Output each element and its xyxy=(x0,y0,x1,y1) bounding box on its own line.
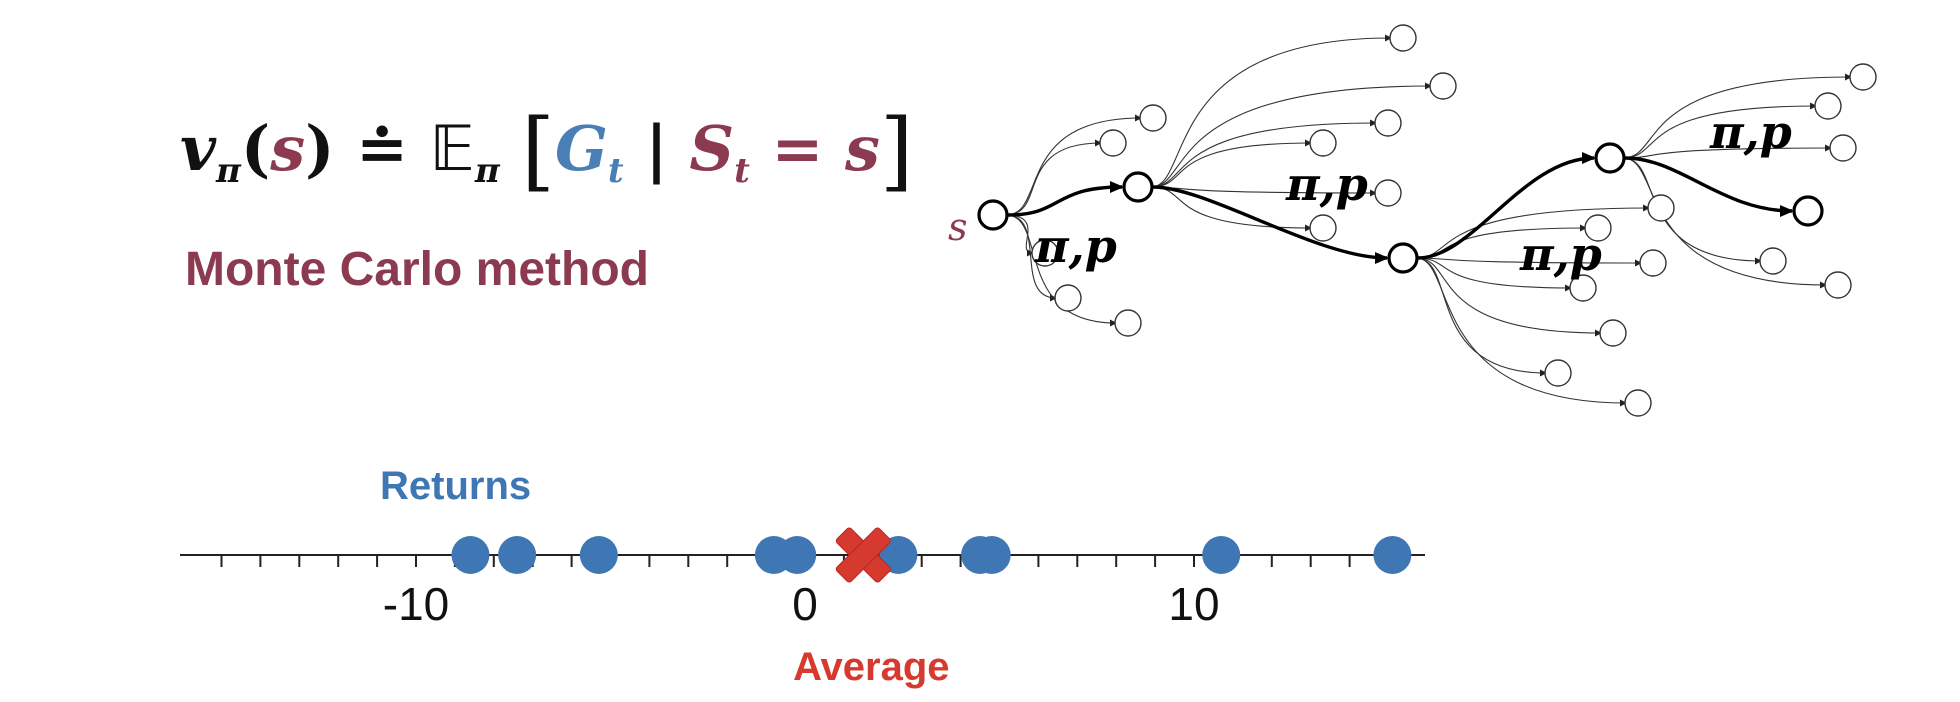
formula-G: G xyxy=(554,112,608,185)
leaf-state-node xyxy=(1309,129,1337,157)
formula-S: S xyxy=(689,112,735,185)
formula-pi-subscript: π xyxy=(216,151,241,191)
policy-label: π,p xyxy=(1709,105,1792,159)
average-label: Average xyxy=(793,645,949,689)
trajectory-state-node xyxy=(1792,195,1824,227)
leaf-state-node xyxy=(1639,249,1667,277)
leaf-state-node xyxy=(1829,134,1857,162)
policy-label: π,p xyxy=(1034,219,1117,273)
formula-G-subscript: t xyxy=(607,151,624,191)
leaf-nodes xyxy=(1031,24,1877,417)
sampled-trajectory xyxy=(1007,152,1794,264)
branch-edge xyxy=(1005,139,1102,216)
return-point xyxy=(451,536,490,574)
branch-edge xyxy=(1150,82,1432,188)
average-x-marker xyxy=(835,527,891,583)
return-point xyxy=(778,536,817,574)
leaf-state-node xyxy=(1584,214,1612,242)
branch-edge xyxy=(1150,119,1377,188)
leaf-state-node xyxy=(1824,271,1852,299)
return-point xyxy=(579,536,618,574)
policy-label: π,p xyxy=(1519,227,1602,281)
branch-edge xyxy=(1415,257,1547,377)
leaf-state-node xyxy=(1139,104,1167,132)
branch-edge xyxy=(1415,257,1602,337)
return-point xyxy=(1373,536,1412,574)
start-state-label: s xyxy=(948,205,968,249)
trajectory-edge xyxy=(1007,181,1124,217)
return-point xyxy=(972,536,1011,574)
branch-edge xyxy=(1005,114,1142,216)
leaf-state-node xyxy=(1309,214,1337,242)
axis-tick-label: 0 xyxy=(792,578,818,630)
branch-edge xyxy=(1622,73,1852,159)
formula-close-paren: ) xyxy=(305,112,335,185)
trajectory-edge xyxy=(1417,152,1596,260)
leaf-state-node xyxy=(1031,239,1059,267)
return-point xyxy=(1202,536,1241,574)
trajectory-state-node xyxy=(1594,142,1626,174)
leaf-state-node xyxy=(1099,129,1127,157)
trajectory-nodes xyxy=(977,142,1824,274)
value-function-formula: vπ(s) ≐ 𝔼π [Gt | St = s] xyxy=(180,108,913,194)
branch-edge xyxy=(1005,214,1117,327)
branch-edge xyxy=(1150,34,1392,188)
leaf-state-node xyxy=(1429,72,1457,100)
average-marker xyxy=(835,527,891,583)
method-title: Monte Carlo method xyxy=(185,243,649,296)
returns-label: Returns xyxy=(380,464,531,508)
trajectory-state-node xyxy=(1387,242,1419,274)
formula-s-value: s xyxy=(845,112,880,185)
trajectory-state-node xyxy=(1122,171,1154,203)
branch-edge xyxy=(1622,157,1827,289)
branch-edge xyxy=(1150,139,1312,188)
formula-v: v xyxy=(180,112,217,185)
formula-equals: = xyxy=(771,112,824,185)
return-points xyxy=(451,536,1412,574)
leaf-state-node xyxy=(1599,319,1627,347)
formula-expectation-subscript: π xyxy=(474,151,500,191)
policy-label: π,p xyxy=(1285,157,1368,211)
leaf-state-node xyxy=(1054,284,1082,312)
formula-s-argument: s xyxy=(270,112,306,185)
trajectory-state-node xyxy=(977,199,1009,231)
axis-tick-labels: -10 0 10 xyxy=(383,578,1220,630)
leaf-state-node xyxy=(1374,109,1402,137)
axis-tick-label: -10 xyxy=(383,578,449,630)
leaf-state-node xyxy=(1374,179,1402,207)
leaf-state-node xyxy=(1814,92,1842,120)
branch-edge xyxy=(1622,102,1817,159)
formula-right-bracket: ] xyxy=(879,101,914,201)
leaf-state-node xyxy=(1544,359,1572,387)
formula-left-bracket: [ xyxy=(521,101,555,201)
branch-edge xyxy=(1415,257,1572,292)
return-point xyxy=(879,536,918,574)
leaf-state-node xyxy=(1759,247,1787,275)
formula-definition-equals: ≐ xyxy=(356,112,409,185)
formula-given-bar: | xyxy=(645,112,668,185)
leaf-state-node xyxy=(1624,389,1652,417)
return-point xyxy=(498,536,537,574)
formula-S-subscript: t xyxy=(734,151,750,191)
axis-tick-label: 10 xyxy=(1168,578,1219,630)
formula-open-paren: ( xyxy=(240,112,271,185)
leaf-state-node xyxy=(1647,194,1675,222)
branch-edge xyxy=(1415,257,1627,407)
formula-expectation: 𝔼 xyxy=(429,112,475,185)
leaf-state-node xyxy=(1389,24,1417,52)
leaf-state-node xyxy=(1569,274,1597,302)
leaf-state-node xyxy=(1114,309,1142,337)
trajectory-edge xyxy=(1624,156,1794,217)
trajectory-edge xyxy=(1152,185,1389,264)
leaf-state-node xyxy=(1849,63,1877,91)
